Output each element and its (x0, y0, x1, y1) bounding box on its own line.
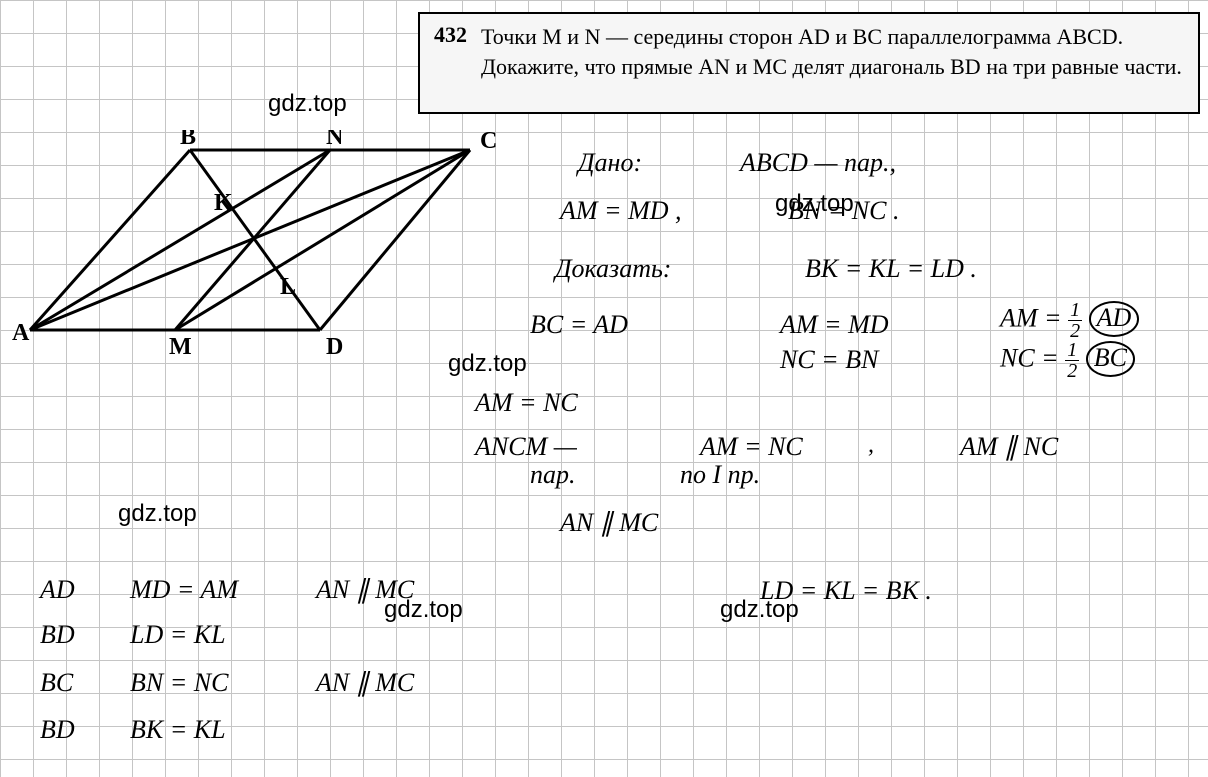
grid-background (0, 0, 1208, 777)
l2b-d: 2 (1065, 361, 1079, 381)
line-1c: AM = 12 AD (1000, 300, 1139, 341)
vertex-label-L: L (280, 274, 296, 300)
vertex-label-B: B (180, 130, 196, 150)
prove-label: Доказать: (555, 254, 671, 284)
watermark-0: gdz.top (268, 90, 347, 118)
vertex-label-N: N (326, 130, 344, 150)
l2b-post: BC (1086, 341, 1135, 377)
line-2b: NC = 12 BC (1000, 340, 1135, 381)
problem-text: Точки M и N — середины сторон AD и BC па… (481, 22, 1184, 104)
l1c-post: AD (1089, 301, 1140, 337)
line-4b-comma: , (868, 432, 874, 459)
bc2r2: LD = KL (130, 620, 226, 650)
l1c-d: 2 (1068, 321, 1082, 341)
prove-eq: BK = KL = LD . (805, 254, 977, 284)
edge-MN (175, 150, 330, 330)
bc1r4: BD (40, 715, 75, 745)
watermark-5: gdz.top (720, 596, 799, 624)
watermark-1: gdz.top (775, 190, 854, 218)
line-2a: NC = BN (780, 345, 878, 375)
bc1r2: BD (40, 620, 75, 650)
problem-number: 432 (434, 22, 467, 104)
parallelogram-diagram: A B C D M N K L (10, 130, 510, 370)
bc2r4: BK = KL (130, 715, 226, 745)
line-4b2: по I пр. (680, 460, 760, 490)
edge-CD (320, 150, 470, 330)
vertex-label-A: A (12, 320, 30, 346)
bc1r3: BC (40, 668, 73, 698)
edge-AB (30, 150, 190, 330)
edge-MC (175, 150, 470, 330)
l2b-n: 1 (1065, 340, 1079, 361)
given-1: ABCD — пар., (740, 148, 896, 178)
problem-box: 432 Точки M и N — середины сторон AD и B… (418, 12, 1200, 114)
diagram-svg: A B C D M N K L (10, 130, 510, 370)
l1c-pre: AM = (1000, 303, 1062, 332)
bc2r3: BN = NC (130, 668, 228, 698)
edge-AN (30, 150, 330, 330)
line-4a: ANCM — (475, 432, 577, 462)
edge-AC (30, 150, 470, 330)
given-label: Дано: (578, 148, 642, 178)
line-4b: AM = NC (700, 432, 803, 462)
watermark-2: gdz.top (448, 350, 527, 378)
watermark-4: gdz.top (384, 596, 463, 624)
l1c-n: 1 (1068, 300, 1082, 321)
vertex-label-D: D (326, 334, 343, 360)
bc1r1: AD (40, 575, 75, 605)
line-1b: AM = MD (780, 310, 889, 340)
line-4a2: пар. (530, 460, 576, 490)
line-3: AM = NC (475, 388, 578, 418)
bc2r1: MD = AM (130, 575, 238, 605)
line-1a: BC = AD (530, 310, 628, 340)
vertex-label-C: C (480, 130, 497, 154)
line-4c: AM ∥ NC (960, 432, 1058, 462)
given-2a: AM = MD , (560, 196, 682, 226)
bc3r3: AN ∥ MC (316, 668, 414, 698)
vertex-label-K: K (214, 190, 233, 216)
edge-BD (190, 150, 320, 330)
vertex-label-M: M (169, 334, 192, 360)
line-5: AN ∥ MC (560, 508, 658, 538)
l2b-pre: NC = (1000, 343, 1059, 372)
watermark-3: gdz.top (118, 500, 197, 528)
